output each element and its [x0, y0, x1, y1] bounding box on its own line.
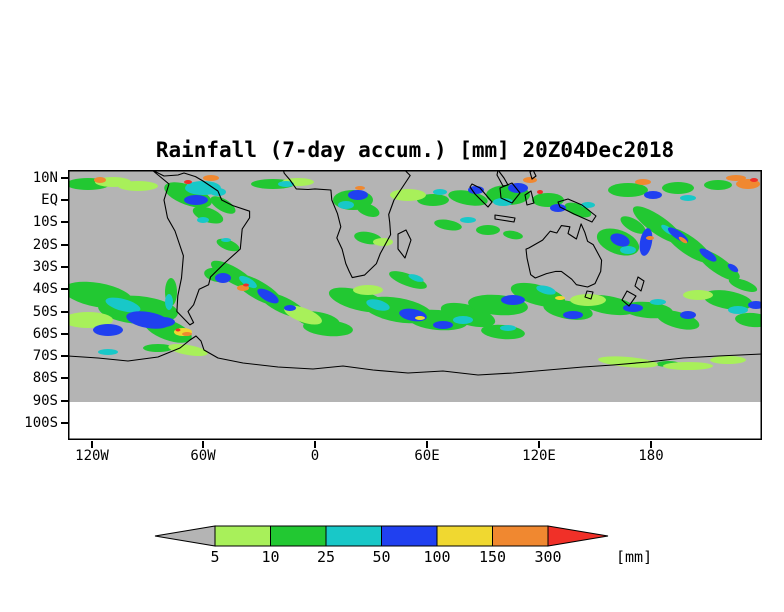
lat-tick [61, 311, 68, 313]
lat-tick [61, 288, 68, 290]
plot-title: Rainfall (7-day accum.) [mm] 20Z04Dec201… [155, 138, 675, 162]
lon-tick [650, 441, 652, 448]
lat-label-10S: 10S [32, 214, 58, 230]
lat-label-70S: 70S [32, 348, 58, 364]
legend-label-25: 25 [316, 548, 336, 566]
legend-unit-label: [mm] [616, 548, 653, 566]
legend-segment [325, 525, 382, 547]
lat-tick [61, 400, 68, 402]
lon-tick [314, 441, 316, 448]
map-plot-area [63, 169, 771, 440]
lat-label-80S: 80S [32, 370, 58, 386]
lon-tick [91, 441, 93, 448]
lat-label-100S: 100S [24, 415, 58, 431]
lat-tick [61, 377, 68, 379]
legend-arrow-low [154, 525, 216, 547]
lat-label-50S: 50S [32, 304, 58, 320]
legend-segment [214, 525, 271, 547]
lat-label-90S: 90S [32, 393, 58, 409]
legend-arrow-high [547, 525, 609, 547]
lat-tick [61, 422, 68, 424]
legend-label-300: 300 [534, 548, 562, 566]
legend-segment [492, 525, 549, 547]
lon-label-180: 180 [638, 448, 664, 464]
lat-tick [61, 244, 68, 246]
lon-tick [538, 441, 540, 448]
rainfall-shading [63, 175, 771, 370]
legend-label-5: 5 [210, 548, 220, 566]
lat-label-30S: 30S [32, 259, 58, 275]
lat-tick [61, 355, 68, 357]
lat-tick [61, 266, 68, 268]
lat-label-40S: 40S [32, 281, 58, 297]
legend-segment [270, 525, 327, 547]
lat-label-EQ: EQ [41, 192, 58, 208]
lon-label-120E: 120E [522, 448, 556, 464]
lat-label-10N: 10N [32, 170, 58, 186]
lat-label-60S: 60S [32, 326, 58, 342]
color-legend-bar [154, 525, 609, 547]
legend-segment [436, 525, 493, 547]
lat-tick [61, 177, 68, 179]
lon-label-0: 0 [310, 448, 320, 464]
legend-label-50: 50 [372, 548, 391, 566]
lon-label-60E: 60E [414, 448, 440, 464]
legend-label-100: 100 [423, 548, 451, 566]
rainfall-map [63, 169, 771, 440]
below-pole-blank [68, 402, 762, 440]
lon-label-60W: 60W [190, 448, 216, 464]
coastlines [67, 169, 763, 376]
lon-tick [426, 441, 428, 448]
legend-segment [381, 525, 438, 547]
lon-tick [202, 441, 204, 448]
lat-tick [61, 333, 68, 335]
legend-label-10: 10 [261, 548, 280, 566]
lat-tick [61, 221, 68, 223]
plot-frame [68, 170, 762, 440]
lat-tick [61, 199, 68, 201]
lon-label-120W: 120W [75, 448, 109, 464]
lat-label-20S: 20S [32, 237, 58, 253]
legend-label-150: 150 [478, 548, 507, 566]
